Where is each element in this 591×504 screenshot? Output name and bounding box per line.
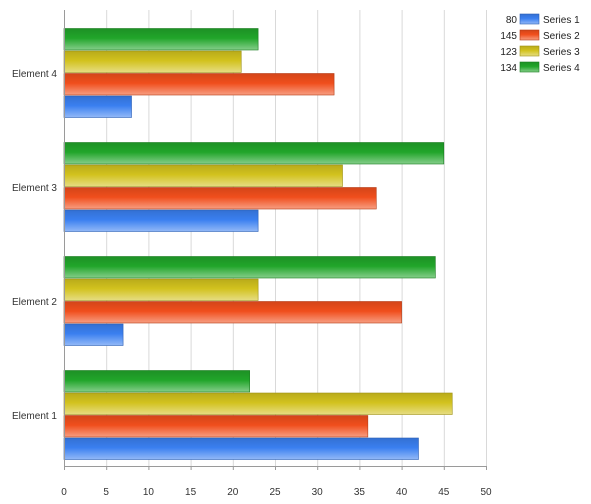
- x-tick-label: 0: [61, 487, 67, 498]
- category-label: Element 3: [12, 183, 57, 194]
- x-tick-label: 10: [143, 487, 155, 498]
- bar-series-4-element-2: Series 4 / Element 2: 44: [63, 256, 436, 279]
- category-label: Element 1: [12, 411, 57, 422]
- bar-series-4-element-4: Series 4 / Element 4: 23: [63, 28, 259, 51]
- bar-series-1-element-3: Series 1 / Element 3: 23: [63, 209, 259, 232]
- bar-series-3-element-2: Series 3 / Element 2: 23: [63, 278, 259, 301]
- legend-swatch: [519, 61, 540, 73]
- category-label: Element 4: [12, 69, 57, 80]
- legend-item-series-1: 80 Series 1: [506, 13, 580, 26]
- legend-label: Series 1: [543, 15, 580, 26]
- x-tick-label: 50: [480, 487, 492, 498]
- bar-series-4-element-1: Series 4 / Element 1: 22: [63, 370, 250, 393]
- bar-series-3-element-3: Series 3 / Element 3: 33: [63, 164, 343, 187]
- legend-label: Series 4: [543, 63, 580, 74]
- legend-swatch: [519, 13, 540, 25]
- legend-total: 123: [500, 47, 517, 58]
- x-tick-label: 35: [354, 487, 366, 498]
- x-tick-label: 5: [103, 487, 109, 498]
- legend-total: 80: [506, 15, 518, 26]
- legend-total: 134: [500, 63, 517, 74]
- category-label: Element 2: [12, 297, 57, 308]
- bar-series-2-element-1: Series 2 / Element 1: 36: [63, 415, 369, 438]
- bar-series-2-element-2: Series 2 / Element 2: 40: [63, 301, 402, 324]
- legend-swatch: [519, 29, 540, 41]
- legend-label: Series 2: [543, 31, 580, 42]
- y-axis-categories: Element 1 Element 2 Element 3 Element 4: [12, 69, 57, 422]
- bar-series-1-element-4: Series 1 / Element 4: 8: [63, 95, 132, 118]
- x-tick-label: 45: [438, 487, 450, 498]
- bar-series-1-element-1: Series 1 / Element 1: 42: [63, 437, 419, 460]
- legend-total: 145: [500, 31, 517, 42]
- bar-series-2-element-4: Series 2 / Element 4: 32: [63, 73, 335, 96]
- x-tick-label: 15: [185, 487, 197, 498]
- x-axis-ticks: 0 5 10 15 20 25 30 35 40 45 50: [61, 466, 492, 498]
- bars: Series 1 / Element 1: 42Series 2 / Eleme…: [63, 28, 453, 460]
- legend-label: Series 3: [543, 47, 580, 58]
- legend-item-series-3: 123 Series 3: [500, 45, 580, 58]
- bar-series-3-element-4: Series 3 / Element 4: 21: [63, 50, 242, 73]
- x-tick-label: 25: [269, 487, 281, 498]
- x-tick-label: 30: [312, 487, 324, 498]
- x-tick-label: 20: [227, 487, 239, 498]
- bar-series-2-element-3: Series 2 / Element 3: 37: [63, 187, 377, 210]
- legend: 80 Series 1 145 Series 2 123 Series 3 134 Serie…: [500, 13, 580, 74]
- bar-series-4-element-3: Series 4 / Element 3: 45: [63, 142, 445, 165]
- legend-item-series-4: 134 Series 4: [500, 61, 580, 74]
- bar-series-3-element-1: Series 3 / Element 1: 46: [63, 392, 453, 415]
- bar-series-1-element-2: Series 1 / Element 2: 7: [63, 323, 124, 346]
- x-tick-label: 40: [396, 487, 408, 498]
- legend-swatch: [519, 45, 540, 57]
- legend-item-series-2: 145 Series 2: [500, 29, 580, 42]
